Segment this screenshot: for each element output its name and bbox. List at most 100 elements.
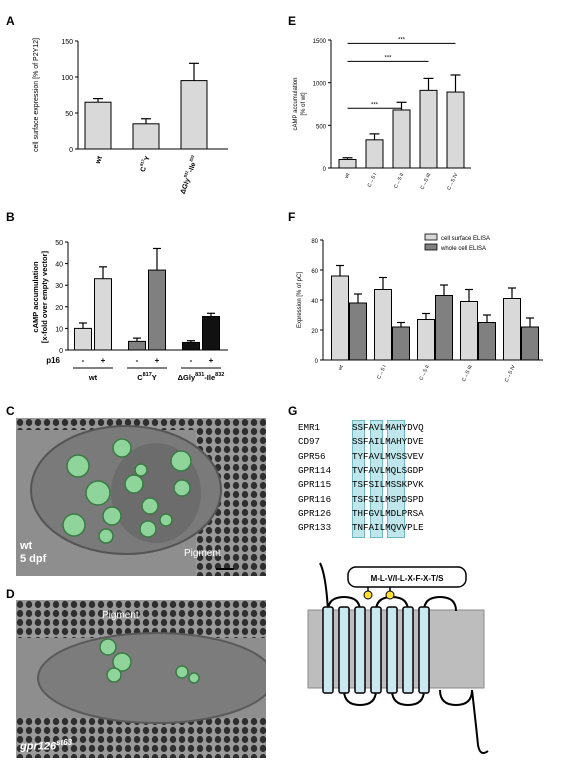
panel-letter-a: A xyxy=(6,14,15,28)
chart-f-x-tick-label: C→S III xyxy=(461,364,474,382)
chart-e-x-tick-label: C→S IV xyxy=(446,172,459,192)
chart-b-x-tick-label: ΔGly831-Ile832 xyxy=(178,372,225,382)
chart-f: 0 20 40 60 80 Expression [% of pC] wt C→S I C→S … xyxy=(297,233,543,384)
chart-b-y-tick-label: 20 xyxy=(55,305,63,312)
chart-b-bar xyxy=(128,340,146,351)
chart-b-y-tick-label: 50 xyxy=(55,240,63,247)
chart-e-bar xyxy=(392,109,411,169)
chart-f-y-tick-label: 80 xyxy=(311,239,318,245)
chart-b-bar xyxy=(94,278,112,351)
em-mutant-genotype-main: gpr126 xyxy=(20,740,57,753)
helix-2 xyxy=(338,606,350,694)
chart-a-y-label: cell surface expression [% of P2Y12] xyxy=(33,38,40,152)
sequence-name: CD97 xyxy=(298,436,321,448)
helix-7 xyxy=(418,606,430,694)
em-wt-pigment-label: Pigment xyxy=(184,548,221,559)
chart-e-significance-label: *** xyxy=(371,102,379,108)
helix-6 xyxy=(402,606,414,694)
chart-e-y-tick-label: 1500 xyxy=(313,39,327,45)
chart-f-bar xyxy=(417,319,435,361)
chart-a-x-tick-label: wt xyxy=(94,155,104,166)
em-image-mutant: Pigment gpr126st63 xyxy=(16,600,266,758)
chart-b-p16-sign: + xyxy=(101,356,106,365)
chart-b-y-tick-label: 0 xyxy=(59,348,63,355)
em-image-mutant-drawing xyxy=(16,600,266,758)
chart-b-y-tick-label: 10 xyxy=(55,326,63,333)
chart-f-bar xyxy=(460,301,478,361)
chart-f-bar xyxy=(435,295,453,361)
chart-f-x-tick-label: wt xyxy=(337,364,345,372)
chart-e-significance-label: *** xyxy=(398,37,406,43)
chart-f-legend-label: cell surface ELISA xyxy=(441,236,490,242)
chart-f-bar xyxy=(478,322,496,361)
chart-f-bar xyxy=(349,302,367,361)
chart-f-y-label: Expression [% of pC] xyxy=(297,272,303,328)
em-mutant-pigment-label: Pigment xyxy=(102,610,139,621)
chart-e-y-tick-label: 1000 xyxy=(313,82,327,88)
chart-e-y-label-units: [% of wt] xyxy=(301,92,307,115)
chart-a-bar xyxy=(132,123,160,150)
chart-e-y-tick-label: 0 xyxy=(323,167,327,173)
em-wt-label: wt 5 dpf xyxy=(20,540,46,566)
sequence-row: GPR115 TSFSILMSSKPVK xyxy=(298,479,424,490)
chart-f-bar xyxy=(521,326,539,361)
chart-f-legend-swatch xyxy=(424,243,438,251)
chart-e-y-tick-label: 500 xyxy=(316,124,327,130)
sequence-residues: TVFAVLMQLSGDP xyxy=(352,464,424,476)
em-wt-age: 5 dpf xyxy=(20,553,47,565)
chart-b-p16-sign: - xyxy=(136,356,139,365)
chart-f-y-tick-label: 0 xyxy=(315,359,319,365)
chart-b-bar xyxy=(74,327,92,351)
chart-a-bar xyxy=(180,80,208,150)
panel-letter-g: G xyxy=(288,404,298,418)
chart-e-x-tick-label: C→S I xyxy=(367,172,379,188)
chart-b-p16-sign: + xyxy=(155,356,160,365)
chart-f-y-tick-label: 40 xyxy=(311,299,318,305)
chart-f-legend-swatch xyxy=(424,233,438,241)
receptor-schematic: M-L-V/I-L-X-F-X-T/S xyxy=(307,562,489,754)
sequence-name: GPR126 xyxy=(298,507,332,519)
sequence-residues: TYFAVLMVSSVEV xyxy=(352,450,424,462)
sequence-alignment: EMR1 SSFAVLMAHYDVQ CD97 SSFAILMAHYDVE GPR56 T… xyxy=(298,420,478,538)
sequence-row: GPR114 TVFAVLMQLSGDP xyxy=(298,465,424,476)
chart-f-x-tick-label: C→S IV xyxy=(504,364,517,384)
sequence-name: GPR116 xyxy=(298,493,332,505)
sequence-residues: TSFSILMSPDSPD xyxy=(352,493,424,505)
chart-e-bar xyxy=(365,139,384,169)
chart-e-x-tick-label: C→S III xyxy=(419,172,432,190)
chart-f-bar xyxy=(503,298,521,361)
chart-e-x-tick-label: wt xyxy=(344,172,352,180)
motif-label: M-L-V/I-L-X-F-X-T/S xyxy=(371,574,445,583)
chart-f-x-tick-label: C→S I xyxy=(376,364,388,380)
chart-b-p16-sign: - xyxy=(82,356,85,365)
chart-b-p16-sign: - xyxy=(190,356,193,365)
panel-letter-c: C xyxy=(6,404,15,418)
chart-e-bar xyxy=(419,89,438,169)
chart-b-bar xyxy=(182,341,200,351)
sequence-name: GPR115 xyxy=(298,479,332,491)
chart-e: 0 500 1000 1500 cAMP accumulation [% of wt] wt… xyxy=(293,37,471,192)
sequence-residues: THFGVLMDLPRSA xyxy=(352,507,424,519)
chart-f-x-tick-label: C→S II xyxy=(419,364,431,381)
chart-b-p16-label: p16 xyxy=(46,356,60,365)
chart-a-bar xyxy=(84,101,112,150)
helix-5 xyxy=(386,606,398,694)
chart-e-bar xyxy=(338,158,357,169)
helix-1 xyxy=(322,606,334,694)
chart-a-y-tick-label: 0 xyxy=(69,147,73,154)
sequence-name: GPR133 xyxy=(298,522,332,534)
helix-4 xyxy=(370,606,382,694)
chart-f-bar xyxy=(331,275,349,361)
em-mutant-genotype-sup: st63 xyxy=(56,738,73,747)
sequence-row: GPR133 TNFAILMQVVPLE xyxy=(298,522,424,533)
chart-f-y-tick-label: 60 xyxy=(311,269,318,275)
chart-b-bar xyxy=(202,316,220,351)
sequence-residues: TNFAILMQVVPLE xyxy=(352,522,424,534)
sequence-row: GPR126 THFGVLMDLPRSA xyxy=(298,508,424,519)
chart-f-bar xyxy=(374,289,392,361)
chart-e-x-tick-label: C→S II xyxy=(393,172,405,189)
chart-a-y-tick-label: 100 xyxy=(61,75,73,82)
panel-letter-b: B xyxy=(6,210,15,224)
em-image-wt: wt 5 dpf Pigment xyxy=(16,418,266,576)
chart-e-significance-label: *** xyxy=(384,55,392,61)
